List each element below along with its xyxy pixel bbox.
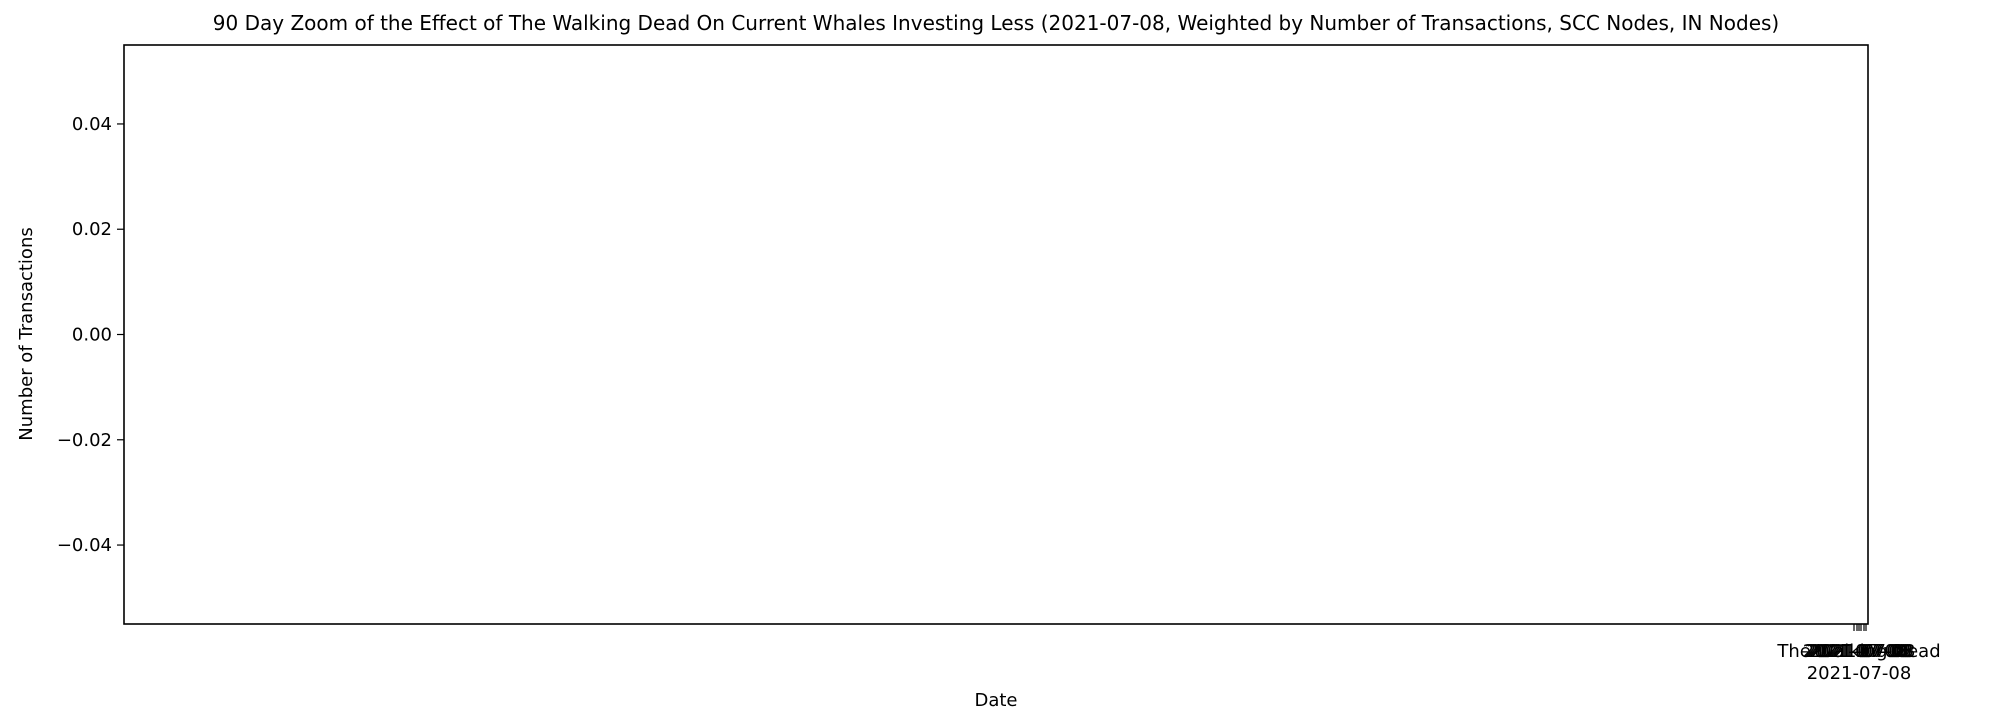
- y-tick-label: 0.04: [72, 114, 112, 135]
- y-tick-label: −0.02: [57, 430, 112, 451]
- x-axis-label: Date: [974, 690, 1017, 711]
- y-tick-label: 0.00: [72, 325, 112, 346]
- x-tick-label: 2021-07-08: [1807, 641, 1912, 662]
- x-tick-label: 2021-07-08: [1811, 641, 1916, 662]
- y-axis-ticks: 0.04 0.02 0.00 −0.02 −0.04: [57, 114, 124, 556]
- plot-area: [123, 44, 1869, 625]
- y-axis-label: Number of Transactions: [16, 227, 37, 440]
- x-tick-labels-overlapping: 2021-07-082021-07-082021-07-082021-07-08…: [1803, 641, 1916, 662]
- event-date-label: 2021-07-08: [1807, 663, 1912, 684]
- chart-title: 90 Day Zoom of the Effect of The Walking…: [213, 11, 1779, 35]
- y-tick-label: 0.02: [72, 219, 112, 240]
- event-label: The Walking Dead: [1776, 641, 1940, 662]
- x-tick-label: 2021-07-08: [1805, 641, 1910, 662]
- x-tick-label: 2021-07-08: [1809, 641, 1914, 662]
- x-axis-ticks: [1853, 624, 1867, 631]
- y-tick-label: −0.04: [57, 535, 112, 556]
- x-tick-label: 2021-07-08: [1803, 641, 1908, 662]
